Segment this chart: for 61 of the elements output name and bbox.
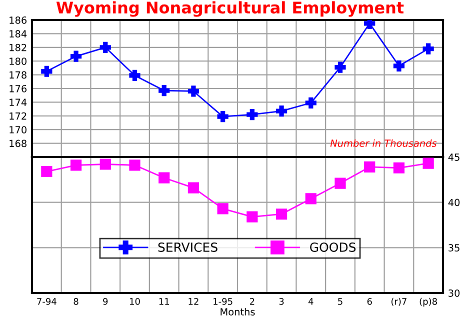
point bbox=[305, 97, 316, 108]
y-tick-label: 40 bbox=[448, 198, 460, 206]
point bbox=[393, 162, 405, 174]
x-tick-label: 4 bbox=[308, 298, 314, 305]
point bbox=[364, 20, 376, 29]
point bbox=[422, 158, 434, 169]
y-tick-label: 176 bbox=[10, 84, 27, 92]
y-tick-label: 168 bbox=[10, 140, 26, 148]
point bbox=[334, 62, 346, 73]
point bbox=[276, 106, 288, 117]
point bbox=[422, 43, 434, 54]
y-tick-label: 170 bbox=[10, 126, 26, 134]
point bbox=[217, 111, 228, 122]
point bbox=[246, 211, 258, 222]
y-tick-label: 178 bbox=[10, 71, 26, 79]
point bbox=[158, 172, 170, 184]
point bbox=[100, 42, 111, 53]
x-axis-title: Months bbox=[220, 308, 255, 316]
y-tick-label: 180 bbox=[10, 58, 26, 65]
point bbox=[41, 66, 52, 77]
y-tick-label: 172 bbox=[10, 112, 26, 120]
y-tick-label: 30 bbox=[448, 289, 460, 297]
point bbox=[188, 86, 200, 97]
y-tick-label: 174 bbox=[10, 98, 27, 106]
point bbox=[188, 182, 200, 194]
x-tick-label: 8 bbox=[74, 298, 78, 305]
x-tick-label: (r)7 bbox=[391, 298, 406, 306]
point bbox=[129, 160, 140, 171]
point bbox=[129, 70, 140, 82]
x-tick-label: 2 bbox=[250, 298, 254, 305]
x-tick-label: 9 bbox=[103, 298, 108, 305]
point bbox=[334, 178, 346, 189]
legend-label: GOODS bbox=[310, 242, 356, 252]
y-tick-label: 182 bbox=[10, 44, 26, 52]
point bbox=[305, 193, 316, 204]
legend-label: SERVICES bbox=[158, 242, 218, 252]
y-tick-label: 45 bbox=[448, 154, 460, 161]
point bbox=[393, 60, 405, 72]
point bbox=[276, 208, 288, 220]
y-tick-label: 186 bbox=[10, 16, 27, 24]
point bbox=[158, 85, 170, 96]
y-tick-label: 184 bbox=[10, 30, 27, 38]
x-tick-label: 10 bbox=[130, 298, 140, 305]
x-tick-label: 1-95 bbox=[214, 298, 232, 305]
point bbox=[70, 160, 82, 171]
chart-title: Wyoming Nonagricultural Employment bbox=[56, 1, 404, 17]
point bbox=[364, 161, 376, 173]
annotation: Number in Thousands bbox=[330, 139, 437, 147]
point bbox=[70, 50, 82, 62]
point bbox=[100, 158, 111, 170]
x-tick-label: 6 bbox=[367, 298, 372, 305]
x-tick-label: 7-94 bbox=[37, 298, 56, 305]
point bbox=[246, 108, 258, 120]
y-tick-label: 35 bbox=[448, 244, 460, 252]
x-tick-label: (p)8 bbox=[420, 298, 437, 307]
point bbox=[217, 203, 228, 214]
x-tick-label: 11 bbox=[159, 298, 170, 305]
point bbox=[41, 166, 52, 178]
x-tick-label: 5 bbox=[338, 298, 342, 305]
x-tick-label: 12 bbox=[188, 298, 198, 305]
x-tick-label: 3 bbox=[279, 298, 284, 305]
